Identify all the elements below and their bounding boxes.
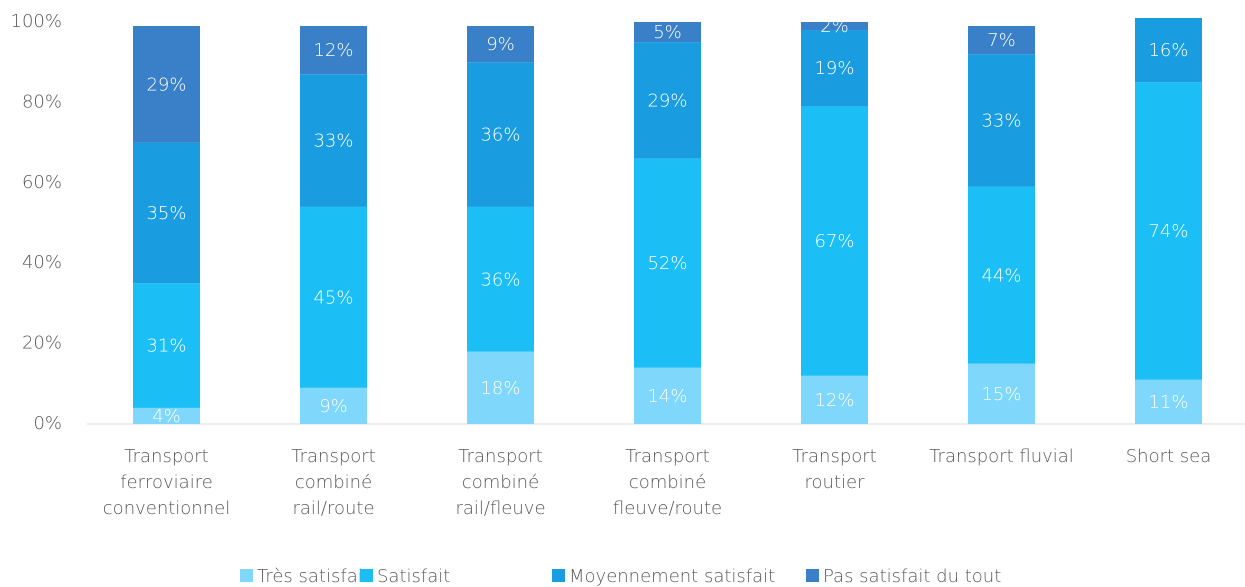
x-tick-label: Transport combiné fleuve/route — [613, 446, 722, 519]
legend-label: Pas satisfait du tout — [823, 566, 1001, 587]
bar-segment — [467, 206, 534, 352]
bar-segment — [968, 363, 1035, 424]
bar-segment — [300, 387, 367, 424]
value-label: 44% — [981, 265, 1021, 286]
value-label: 12% — [814, 390, 854, 411]
bar-segment — [801, 106, 868, 376]
legend-label: Satisfait — [377, 566, 450, 587]
y-tick-label: 80% — [22, 91, 62, 112]
value-label: 29% — [647, 90, 687, 111]
x-tick-label: Transport routier — [792, 446, 876, 493]
bar-segment — [801, 30, 868, 107]
bar-segment — [634, 367, 701, 424]
y-tick-label: 0% — [33, 413, 62, 434]
value-label: 14% — [647, 386, 687, 407]
x-tick-label: Transport fluvial — [929, 446, 1074, 467]
value-label: 4% — [152, 406, 181, 427]
y-tick-label: 60% — [22, 172, 62, 193]
value-label: 36% — [480, 125, 520, 146]
value-label: 16% — [1148, 40, 1188, 61]
bar-segment — [968, 26, 1035, 55]
x-tick-label: Transport ferroviaire conventionnel — [103, 446, 230, 519]
value-label: 5% — [653, 22, 682, 43]
value-label: 9% — [319, 396, 348, 417]
bar-segment — [300, 26, 367, 75]
value-label: 12% — [313, 40, 353, 61]
bar-segment — [133, 142, 200, 284]
bar-segment — [634, 42, 701, 159]
legend-swatch — [806, 569, 819, 582]
x-tick-label: Transport combiné rail/fleuve — [455, 446, 545, 519]
bar-segment — [968, 54, 1035, 187]
bar-segment — [1135, 17, 1202, 83]
bar-segment — [467, 351, 534, 424]
legend-swatch — [552, 569, 565, 582]
value-label: 18% — [480, 378, 520, 399]
value-label: 19% — [814, 58, 854, 79]
value-label: 15% — [981, 384, 1021, 405]
value-label: 11% — [1148, 392, 1188, 413]
bar-segment — [467, 26, 534, 63]
bar-segment — [1135, 379, 1202, 424]
legend-swatch — [360, 569, 373, 582]
value-label: 36% — [480, 269, 520, 290]
bar-segment — [968, 186, 1035, 364]
bar-segment — [801, 22, 868, 31]
y-tick-label: 40% — [22, 252, 62, 273]
value-label: 74% — [1148, 221, 1188, 242]
bar-segment — [300, 74, 367, 207]
value-label: 2% — [820, 16, 849, 37]
value-label: 9% — [486, 34, 515, 55]
value-label: 29% — [146, 74, 186, 95]
legend-label: Très satisfait — [257, 566, 370, 587]
value-label: 7% — [987, 30, 1016, 51]
bar-segment — [133, 283, 200, 408]
legend-swatch — [240, 569, 253, 582]
value-label: 35% — [146, 203, 186, 224]
bar-segment — [467, 62, 534, 207]
bar-segment — [801, 375, 868, 424]
y-tick-label: 20% — [22, 333, 62, 354]
value-label: 45% — [313, 287, 353, 308]
bar-segment — [300, 206, 367, 388]
bar-segment — [634, 158, 701, 368]
x-tick-label: Short sea — [1126, 446, 1212, 467]
value-label: 31% — [146, 336, 186, 357]
bar-segment — [634, 22, 701, 43]
legend-label: Moyennement satisfait — [569, 566, 775, 587]
value-label: 52% — [647, 253, 687, 274]
bar-segment — [133, 26, 200, 143]
value-label: 33% — [313, 131, 353, 152]
y-tick-label: 100% — [11, 11, 62, 32]
value-label: 33% — [981, 110, 1021, 131]
bar-segment — [133, 407, 200, 424]
bar-segment — [1135, 82, 1202, 380]
value-label: 67% — [814, 231, 854, 252]
x-tick-label: Transport combiné rail/route — [291, 446, 375, 519]
